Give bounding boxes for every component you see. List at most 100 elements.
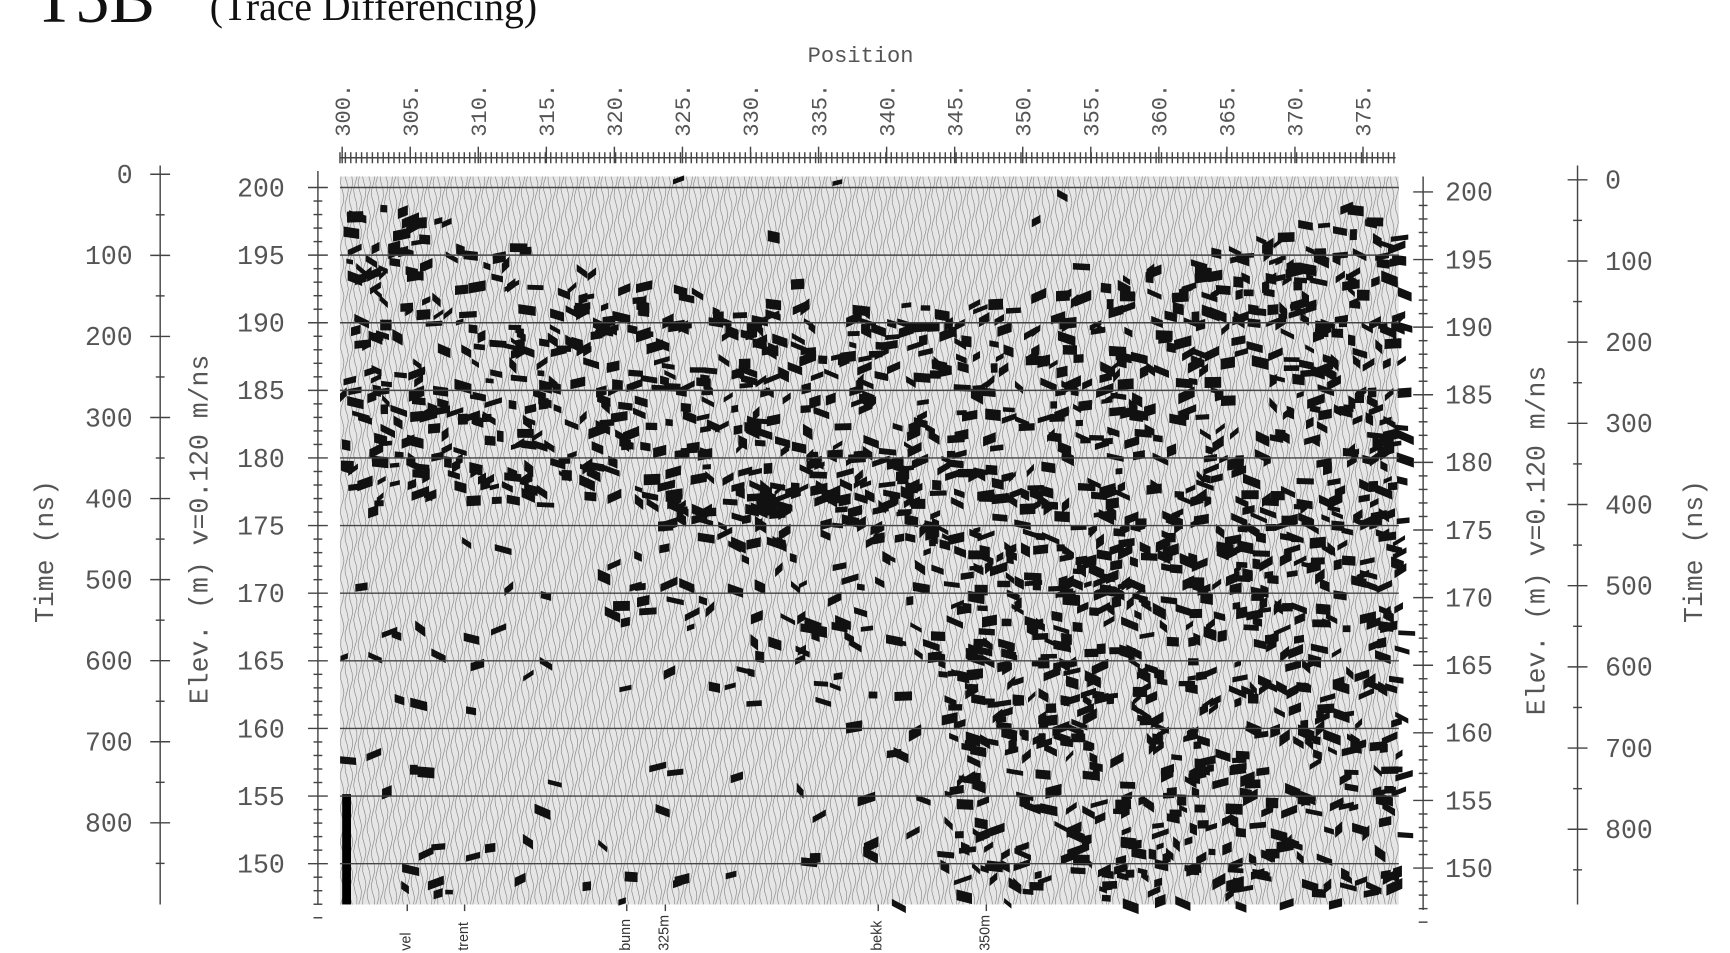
reflection	[1340, 882, 1357, 892]
reflection	[491, 496, 502, 505]
reflection	[937, 460, 951, 476]
reflection	[977, 795, 990, 808]
reflection	[1180, 404, 1197, 418]
reflection	[1040, 485, 1054, 499]
reflection	[547, 332, 558, 348]
reflection	[1121, 576, 1131, 592]
reflection	[778, 523, 791, 541]
reflection	[462, 536, 472, 550]
elev-tick-label: 180	[1445, 449, 1493, 479]
reflection	[1327, 374, 1341, 391]
reflection	[1055, 590, 1067, 599]
reflection	[705, 601, 715, 618]
reflection	[927, 322, 940, 332]
position-tick-label: 305.	[400, 84, 425, 137]
reflection	[567, 281, 577, 295]
reflection	[975, 827, 990, 844]
reflection	[618, 897, 626, 906]
reflection	[1317, 703, 1335, 714]
reflection	[638, 306, 650, 317]
trace	[410, 176, 415, 905]
reflection	[664, 369, 676, 381]
reflection	[465, 851, 481, 862]
reflection	[1296, 390, 1304, 399]
reflection	[828, 495, 842, 504]
reflection	[490, 369, 503, 378]
reflection	[1031, 214, 1041, 228]
reflection	[912, 322, 930, 333]
reflection	[393, 227, 411, 242]
reflection	[1140, 552, 1158, 561]
reflection	[832, 562, 847, 572]
reflection	[1024, 615, 1042, 631]
reflection	[1021, 729, 1029, 741]
reflection	[1147, 288, 1162, 300]
trace	[468, 176, 473, 905]
trace	[507, 176, 512, 905]
reflection	[724, 682, 736, 691]
reflection	[565, 305, 580, 320]
reflection	[501, 256, 510, 274]
reflection	[371, 455, 389, 469]
position-tick-label: 375.	[1353, 84, 1378, 137]
reflection	[1193, 513, 1209, 526]
reflection	[613, 600, 630, 611]
trace	[1010, 176, 1015, 905]
reflection	[1050, 311, 1066, 325]
reflection	[372, 332, 384, 342]
reflection	[914, 648, 923, 661]
reflection	[1301, 290, 1310, 307]
reflection	[1219, 454, 1228, 464]
reflection	[433, 888, 443, 900]
reflection	[815, 696, 832, 707]
reflection	[666, 596, 684, 606]
reflection	[1362, 454, 1371, 465]
reflection	[1146, 263, 1155, 276]
reflection	[949, 732, 959, 743]
reflection	[1395, 749, 1403, 761]
reflection	[1143, 796, 1154, 813]
trace	[944, 176, 949, 905]
reflection	[651, 384, 667, 391]
reflection	[1305, 735, 1314, 751]
reflection	[1379, 436, 1394, 447]
reflection	[1013, 676, 1024, 686]
reflection	[1367, 516, 1382, 527]
reflection	[618, 283, 631, 297]
reflection	[1296, 498, 1313, 510]
reflection	[1184, 836, 1193, 846]
reflection	[352, 410, 370, 421]
reflection	[410, 410, 424, 423]
reflection	[1366, 616, 1381, 631]
reflection	[524, 403, 537, 415]
reflection	[1362, 824, 1370, 842]
reflection	[1249, 681, 1257, 696]
reflection	[1229, 813, 1239, 829]
elev-tick-label: 155	[1445, 787, 1493, 817]
reflection	[357, 475, 373, 492]
reflection	[1035, 769, 1051, 780]
reflection	[920, 305, 931, 311]
reflection	[800, 298, 810, 316]
reflection	[697, 516, 714, 527]
reflection	[858, 354, 872, 363]
reflection	[686, 623, 695, 632]
reflection	[1215, 523, 1225, 539]
trace	[1001, 176, 1006, 905]
reflection	[640, 441, 651, 452]
reflection	[1280, 328, 1295, 340]
reflection	[992, 708, 1003, 724]
reflection	[989, 340, 999, 348]
reflection	[1087, 477, 1101, 489]
reflection	[1009, 488, 1022, 500]
reflection	[466, 706, 477, 716]
reflection	[1203, 462, 1219, 476]
reflection	[802, 423, 813, 441]
reflection	[813, 406, 830, 420]
reflection	[1380, 620, 1398, 634]
reflection	[1095, 601, 1111, 617]
reflection	[1333, 707, 1350, 724]
reflection	[364, 366, 376, 377]
reflection	[1375, 795, 1384, 806]
elev-tick-label: 150	[1445, 855, 1493, 885]
